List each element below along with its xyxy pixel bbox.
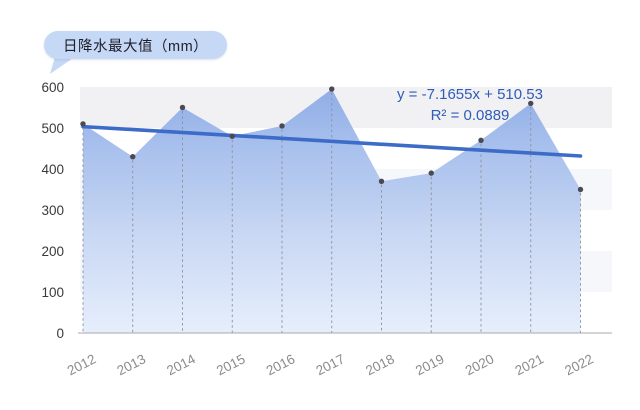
- data-point-marker: [80, 121, 86, 127]
- r-squared-text: R² = 0.0889: [430, 107, 510, 124]
- x-axis-tick-label: 2018: [363, 351, 397, 378]
- x-axis-tick-label: 2019: [413, 351, 447, 378]
- x-axis-tick-label: 2012: [65, 351, 99, 378]
- trendline-equation-text: y = -7.1655x + 510.53: [397, 86, 543, 103]
- x-axis-tick-label: 2020: [463, 351, 497, 378]
- trend-line: [81, 124, 583, 158]
- x-axis-tick-label: 2015: [214, 351, 248, 378]
- trendline-annotation: y = -7.1655x + 510.53 R² = 0.0889: [335, 84, 605, 126]
- chart-title-bubble: 日降水最大值（mm）: [44, 31, 228, 59]
- data-point-marker: [130, 154, 136, 160]
- data-point-marker: [528, 100, 534, 107]
- y-axis-tick-label: 200: [41, 244, 64, 259]
- data-point-marker: [428, 170, 434, 176]
- y-axis-tick-label: 100: [41, 285, 64, 300]
- data-point-marker: [279, 123, 285, 129]
- data-point-marker: [179, 104, 186, 111]
- y-axis-tick-label: 0: [56, 326, 64, 341]
- data-point-marker: [378, 178, 385, 184]
- data-point-marker: [329, 86, 335, 92]
- y-axis-tick-label: 300: [41, 203, 64, 218]
- x-axis-tick-label: 2021: [513, 351, 547, 378]
- y-axis-tick-label: 500: [41, 121, 64, 136]
- y-axis-tick-label: 400: [41, 162, 64, 177]
- chart-title: 日降水最大值（mm）: [63, 38, 209, 55]
- x-axis-tick-label: 2017: [314, 351, 348, 378]
- x-axis-tick-label: 2022: [562, 351, 596, 378]
- data-point-marker: [478, 137, 484, 143]
- x-axis-tick-label: 2014: [164, 351, 198, 378]
- x-axis-tick-label: 2016: [264, 351, 298, 378]
- x-axis-tick-label: 2013: [115, 351, 149, 378]
- data-point-marker: [577, 186, 584, 193]
- data-point-marker: [229, 133, 235, 139]
- y-axis-tick-label: 600: [41, 80, 64, 95]
